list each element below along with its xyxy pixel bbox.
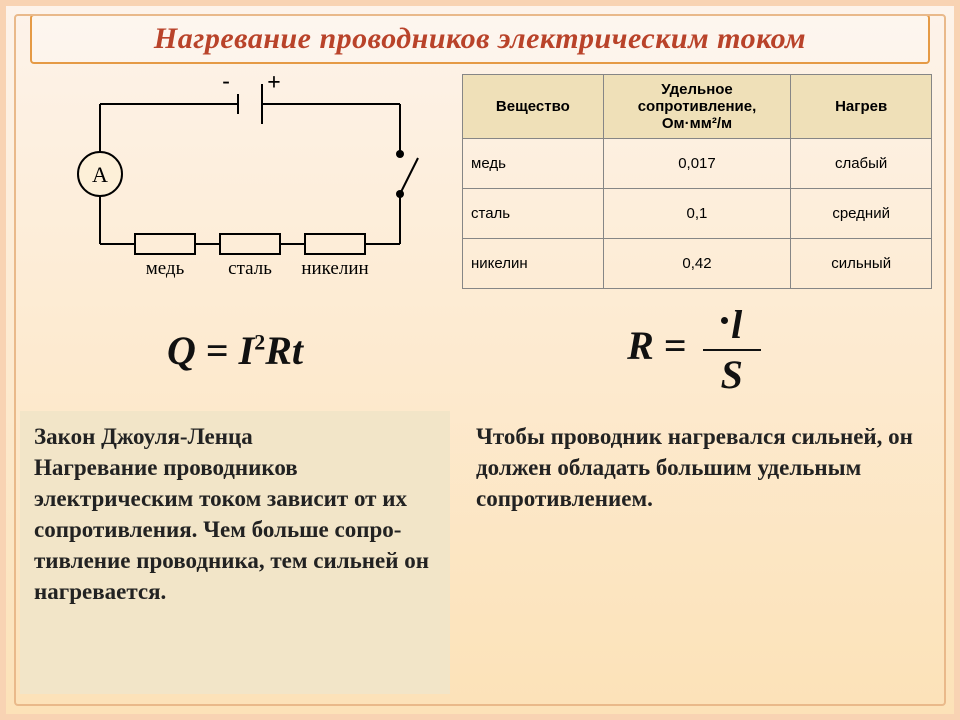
plus-label: + (267, 74, 281, 96)
table-row: медь 0,017 слабый (463, 139, 932, 189)
joule-lenz-formula: Q = I2Rt (20, 295, 450, 405)
slide-page: Нагревание проводников электрическим ток… (0, 0, 960, 720)
cell-value: 0,42 (603, 239, 791, 289)
sym-I: I (239, 328, 255, 373)
page-title: Нагревание проводников электрическим ток… (42, 22, 918, 56)
resistor-label-1: сталь (228, 258, 272, 279)
resistor-label-2: никелин (301, 258, 368, 279)
title-box: Нагревание проводников электрическим ток… (30, 14, 930, 64)
fraction-bar (703, 349, 761, 351)
ammeter-label: А (92, 162, 108, 187)
resistivity-table: Вещество Удельное сопротивление, Ом·мм²/… (462, 74, 932, 289)
sym-exp: 2 (254, 329, 265, 354)
sym-R2: R (627, 323, 654, 368)
para-left-box: Закон Джоуля-ЛенцаНагревание проводников… (20, 411, 450, 694)
sym-Q: Q (167, 328, 196, 373)
formula-r-eq-rhoL-over-S: R = l S (627, 305, 767, 395)
table-header-row: Вещество Удельное сопротивление, Ом·мм²/… (463, 75, 932, 139)
sym-R: R (265, 328, 292, 373)
cell-heat: сильный (791, 239, 932, 289)
table-row: сталь 0,1 средний (463, 189, 932, 239)
rho-dot-icon (721, 317, 728, 324)
cell-heat: слабый (791, 139, 932, 189)
fraction: l S (703, 305, 761, 395)
table-row: никелин 0,42 сильный (463, 239, 932, 289)
sym-l: l (731, 302, 742, 347)
cell-value: 0,017 (603, 139, 791, 189)
sym-S: S (703, 355, 761, 395)
cell-substance: сталь (463, 189, 604, 239)
th-substance: Вещество (463, 75, 604, 139)
minus-label: - (222, 74, 229, 93)
th-resistivity: Удельное сопротивление, Ом·мм²/м (603, 75, 791, 139)
circuit-diagram: А - + медь сталь никелин (20, 74, 450, 289)
sym-eq2: = (664, 323, 697, 368)
cell-value: 0,1 (603, 189, 791, 239)
cell-substance: медь (463, 139, 604, 189)
resistance-formula: R = l S (462, 295, 932, 405)
joule-lenz-text: Закон Джоуля-ЛенцаНагревание проводников… (34, 421, 436, 607)
sym-eq: = (196, 328, 239, 373)
conductor-heating-text: Чтобы проводник нагревался сильней, он д… (476, 421, 918, 514)
resistor-label-0: медь (146, 258, 185, 279)
sym-t: t (292, 328, 303, 373)
formula-q-eq-i2rt: Q = I2Rt (167, 327, 303, 374)
para-right-box: Чтобы проводник нагревался сильней, он д… (462, 411, 932, 694)
circuit-svg: А - + медь сталь никелин (20, 74, 450, 289)
th-heat: Нагрев (791, 75, 932, 139)
resistivity-table-wrap: Вещество Удельное сопротивление, Ом·мм²/… (462, 74, 932, 289)
cell-heat: средний (791, 189, 932, 239)
cell-substance: никелин (463, 239, 604, 289)
content-grid: А - + медь сталь никелин Веще (20, 74, 940, 694)
